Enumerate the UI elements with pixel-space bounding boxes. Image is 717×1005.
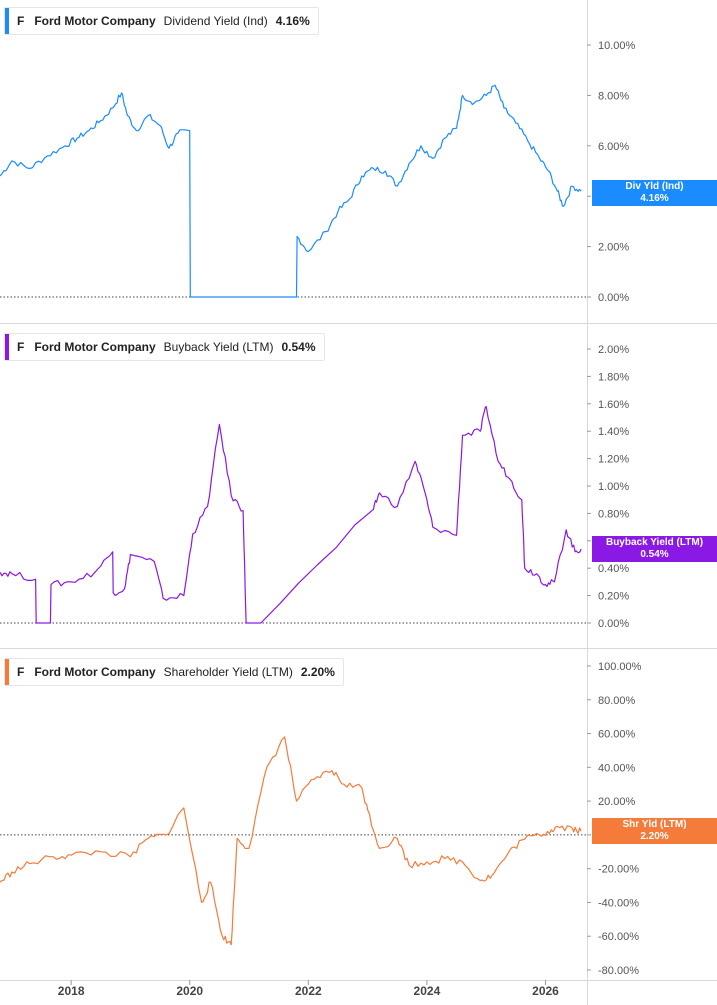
y-tick-label: 1.20%: [598, 454, 629, 466]
badge-value: 0.54%: [640, 549, 669, 560]
x-tick-label: 2020: [176, 984, 203, 998]
legend-metric: Dividend Yield (Ind): [163, 14, 268, 28]
legend-buyback-yield[interactable]: F Ford Motor Company Buyback Yield (LTM)…: [4, 333, 325, 361]
legend-shareholder-yield[interactable]: F Ford Motor Company Shareholder Yield (…: [4, 658, 344, 686]
legend-dividend-yield[interactable]: F Ford Motor Company Dividend Yield (Ind…: [4, 7, 319, 35]
series-line: [0, 405, 582, 624]
current-value-badge-shareholder: Shr Yld (LTM) 2.20%: [592, 818, 717, 844]
y-tick-label: -20.00%: [598, 864, 639, 876]
current-value-badge-dividend: Div Yld (Ind) 4.16%: [592, 180, 717, 206]
legend-ticker: F: [17, 14, 25, 28]
y-tick-label: 80.00%: [598, 695, 636, 707]
y-tick-label: 0.00%: [598, 292, 629, 304]
x-tick-label: 2026: [532, 984, 559, 998]
y-tick-label: 100.00%: [598, 661, 642, 673]
y-tick-label: 0.20%: [598, 591, 629, 603]
legend-value: 2.20%: [300, 665, 335, 679]
y-tick-label: 20.00%: [598, 796, 636, 808]
x-tick-label: 2018: [58, 984, 85, 998]
legend-company: Ford Motor Company: [34, 14, 156, 28]
y-tick-label: 40.00%: [598, 762, 636, 774]
y-tick-label: -40.00%: [598, 897, 639, 909]
legend-ticker: F: [17, 665, 25, 679]
y-tick-label: 1.00%: [598, 481, 629, 493]
y-tick-label: -60.00%: [598, 931, 639, 943]
legend-color-swatch: [5, 8, 9, 34]
x-tick-label: 2024: [414, 984, 441, 998]
badge-value: 2.20%: [640, 831, 669, 842]
y-tick-label: 0.40%: [598, 563, 629, 575]
legend-company: Ford Motor Company: [34, 665, 156, 679]
y-tick-label: 0.80%: [598, 508, 629, 520]
series-line: [0, 84, 582, 298]
series-line: [0, 736, 582, 946]
y-tick-label: 2.00%: [598, 344, 629, 356]
y-tick-label: 1.40%: [598, 426, 629, 438]
y-tick-label: 8.00%: [598, 90, 629, 102]
y-tick-label: 10.00%: [598, 40, 636, 52]
badge-label: Div Yld (Ind): [625, 181, 684, 192]
y-tick-label: 0.00%: [598, 618, 629, 630]
y-tick-label: 6.00%: [598, 141, 629, 153]
y-tick-label: -80.00%: [598, 965, 639, 977]
legend-metric: Shareholder Yield (LTM): [163, 665, 293, 679]
y-tick-label: 60.00%: [598, 729, 636, 741]
legend-color-swatch: [5, 659, 9, 685]
legend-ticker: F: [17, 340, 25, 354]
legend-value: 4.16%: [275, 14, 310, 28]
legend-value: 0.54%: [281, 340, 316, 354]
badge-label: Shr Yld (LTM): [622, 819, 687, 830]
y-tick-label: 1.60%: [598, 399, 629, 411]
x-tick-label: 2022: [295, 984, 322, 998]
y-tick-label: 1.80%: [598, 371, 629, 383]
current-value-badge-buyback: Buyback Yield (LTM) 0.54%: [592, 536, 717, 562]
badge-label: Buyback Yield (LTM): [605, 537, 704, 548]
legend-company: Ford Motor Company: [34, 340, 156, 354]
badge-value: 4.16%: [640, 193, 669, 204]
y-tick-label: 2.00%: [598, 242, 629, 254]
legend-color-swatch: [5, 334, 9, 360]
legend-metric: Buyback Yield (LTM): [163, 340, 274, 354]
